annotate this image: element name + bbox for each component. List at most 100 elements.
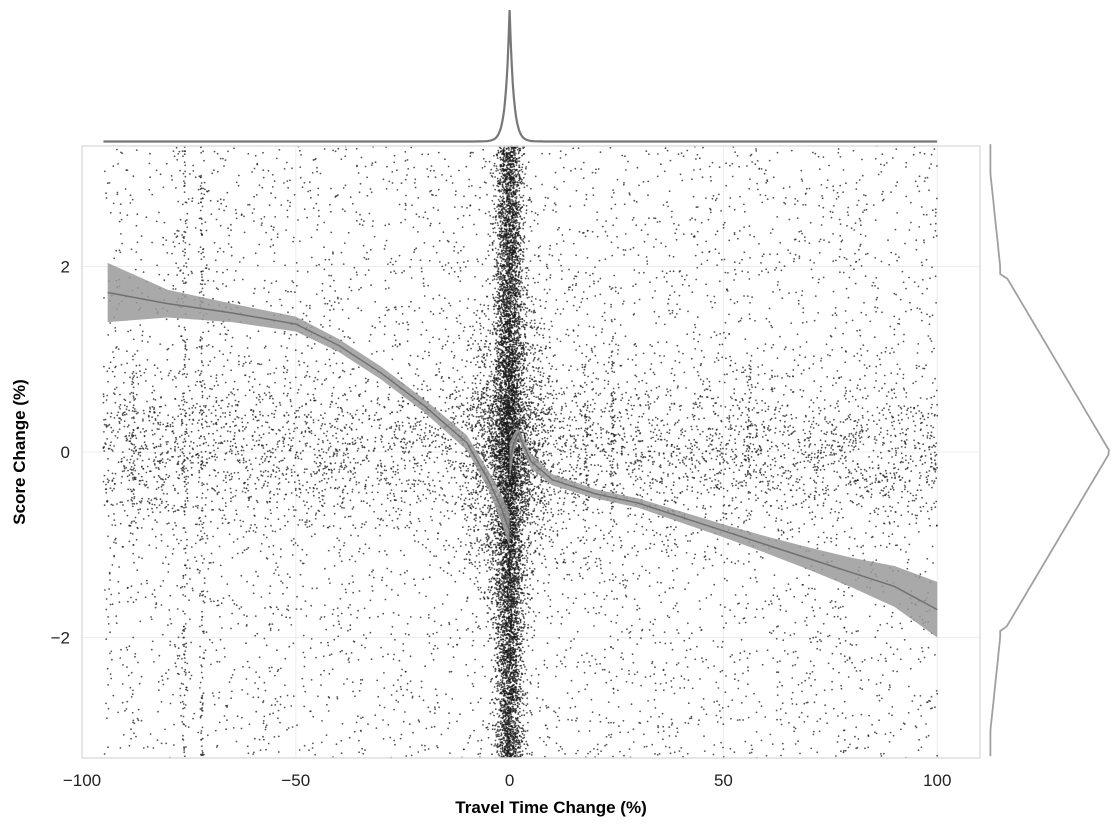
scatter-point: [638, 574, 641, 577]
scatter-point: [634, 388, 637, 390]
scatter-point: [189, 578, 191, 580]
scatter-point: [853, 537, 856, 540]
scatter-point: [541, 152, 543, 155]
scatter-point: [623, 555, 626, 558]
scatter-point: [738, 407, 741, 409]
scatter-point: [705, 597, 708, 599]
scatter-point: [719, 604, 722, 606]
scatter-point: [406, 682, 409, 685]
scatter-point: [838, 511, 840, 514]
scatter-point: [456, 643, 458, 646]
scatter-point: [599, 563, 602, 566]
scatter-point: [649, 481, 652, 484]
scatter-point: [316, 228, 318, 231]
scatter-point: [221, 627, 223, 629]
scatter-point: [541, 352, 544, 355]
scatter-point: [715, 357, 718, 359]
scatter-point: [231, 674, 234, 676]
scatter-point: [919, 151, 921, 154]
scatter-point: [582, 291, 585, 293]
scatter-point: [550, 405, 553, 408]
scatter-point: [254, 154, 257, 157]
scatter-point: [201, 426, 204, 429]
scatter-point: [544, 204, 547, 207]
scatter-point: [599, 662, 601, 665]
scatter-point: [601, 443, 603, 446]
scatter-point: [486, 452, 488, 454]
scatter-point: [427, 748, 430, 750]
scatter-point: [714, 233, 717, 236]
scatter-point: [854, 398, 857, 401]
scatter-point: [538, 611, 541, 614]
scatter-point: [438, 706, 440, 709]
scatter-point: [226, 471, 229, 473]
scatter-point: [230, 254, 233, 257]
scatter-point: [452, 656, 455, 659]
scatter-point: [473, 312, 475, 314]
scatter-point: [462, 508, 465, 510]
scatter-point: [872, 281, 875, 284]
scatter-point: [866, 350, 869, 352]
scatter-point: [592, 372, 595, 375]
scatter-point: [897, 525, 899, 527]
scatter-point: [219, 615, 221, 618]
scatter-point: [121, 475, 123, 478]
scatter-point: [115, 615, 118, 617]
scatter-point: [368, 547, 371, 550]
scatter-point: [398, 478, 401, 481]
scatter-point: [745, 406, 747, 409]
scatter-point: [669, 533, 671, 536]
scatter-point: [670, 718, 673, 721]
scatter-point: [280, 304, 283, 307]
scatter-point: [749, 234, 751, 236]
scatter-point: [217, 384, 219, 386]
scatter-point: [560, 387, 563, 390]
scatter-point: [450, 267, 453, 269]
scatter-point: [798, 257, 801, 260]
scatter-point: [828, 634, 831, 637]
scatter-point: [662, 725, 665, 728]
scatter-point: [649, 542, 652, 545]
scatter-point: [432, 206, 435, 209]
scatter-point: [534, 212, 537, 215]
scatter-point: [308, 320, 311, 323]
scatter-point: [175, 262, 178, 265]
scatter-point: [661, 550, 663, 553]
scatter-point: [461, 376, 464, 378]
scatter-point: [861, 661, 864, 663]
scatter-point: [766, 198, 769, 201]
scatter-point: [527, 199, 530, 202]
scatter-point: [112, 351, 114, 353]
scatter-point: [401, 490, 403, 492]
scatter-point: [812, 609, 815, 612]
scatter-point: [288, 337, 291, 340]
scatter-point: [228, 533, 231, 536]
scatter-point: [529, 421, 531, 423]
scatter-point: [270, 512, 272, 515]
scatter-point: [690, 357, 693, 360]
scatter-point: [415, 213, 418, 216]
scatter-point: [253, 292, 255, 295]
scatter-point: [174, 440, 177, 443]
scatter-point: [455, 481, 458, 484]
scatter-point: [773, 574, 776, 576]
scatter-point: [578, 230, 581, 233]
scatter-point: [401, 271, 403, 274]
scatter-point: [858, 258, 861, 261]
scatter-point: [670, 549, 673, 552]
scatter-point: [832, 525, 834, 527]
scatter-point: [284, 377, 287, 380]
scatter-point: [188, 243, 191, 246]
scatter-point: [231, 392, 234, 395]
scatter-point: [753, 692, 755, 695]
scatter-point: [114, 537, 117, 540]
scatter-point: [719, 710, 721, 712]
scatter-point: [253, 287, 256, 290]
scatter-point: [340, 251, 343, 254]
scatter-point: [694, 553, 697, 556]
scatter-point: [479, 197, 481, 199]
scatter-point: [665, 682, 668, 684]
scatter-point: [277, 446, 279, 448]
scatter-point: [393, 653, 395, 656]
scatter-point: [106, 667, 109, 670]
